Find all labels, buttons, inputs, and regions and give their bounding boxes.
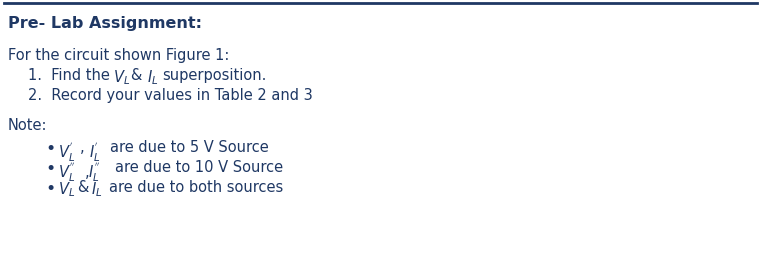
Text: $V_L$: $V_L$ (58, 180, 75, 199)
Text: $I_L$: $I_L$ (91, 180, 103, 199)
Text: &: & (78, 180, 94, 195)
Text: $V_L$: $V_L$ (113, 68, 130, 87)
Text: ,: , (80, 140, 89, 155)
Text: For the circuit shown Figure 1:: For the circuit shown Figure 1: (8, 48, 229, 63)
Text: $V_L^{''}$: $V_L^{''}$ (58, 160, 75, 184)
Text: $V_L^{'}$: $V_L^{'}$ (58, 140, 75, 164)
Text: $I_L$: $I_L$ (147, 68, 158, 87)
Text: are due to both sources: are due to both sources (109, 180, 283, 195)
Text: Note:: Note: (8, 118, 47, 133)
Text: •: • (45, 140, 56, 158)
Text: superposition.: superposition. (162, 68, 266, 83)
Text: ,$I_L^{''}$: ,$I_L^{''}$ (84, 160, 100, 184)
Text: are due to 10 V Source: are due to 10 V Source (115, 160, 283, 175)
Text: &: & (131, 68, 147, 83)
Text: are due to 5 V Source: are due to 5 V Source (110, 140, 269, 155)
Text: Pre- Lab Assignment:: Pre- Lab Assignment: (8, 16, 202, 31)
Text: 1.  Find the: 1. Find the (28, 68, 114, 83)
Text: $I_L^{'}$: $I_L^{'}$ (89, 140, 100, 164)
Text: •: • (45, 160, 56, 178)
Text: •: • (45, 180, 56, 198)
Text: 2.  Record your values in Table 2 and 3: 2. Record your values in Table 2 and 3 (28, 88, 313, 103)
